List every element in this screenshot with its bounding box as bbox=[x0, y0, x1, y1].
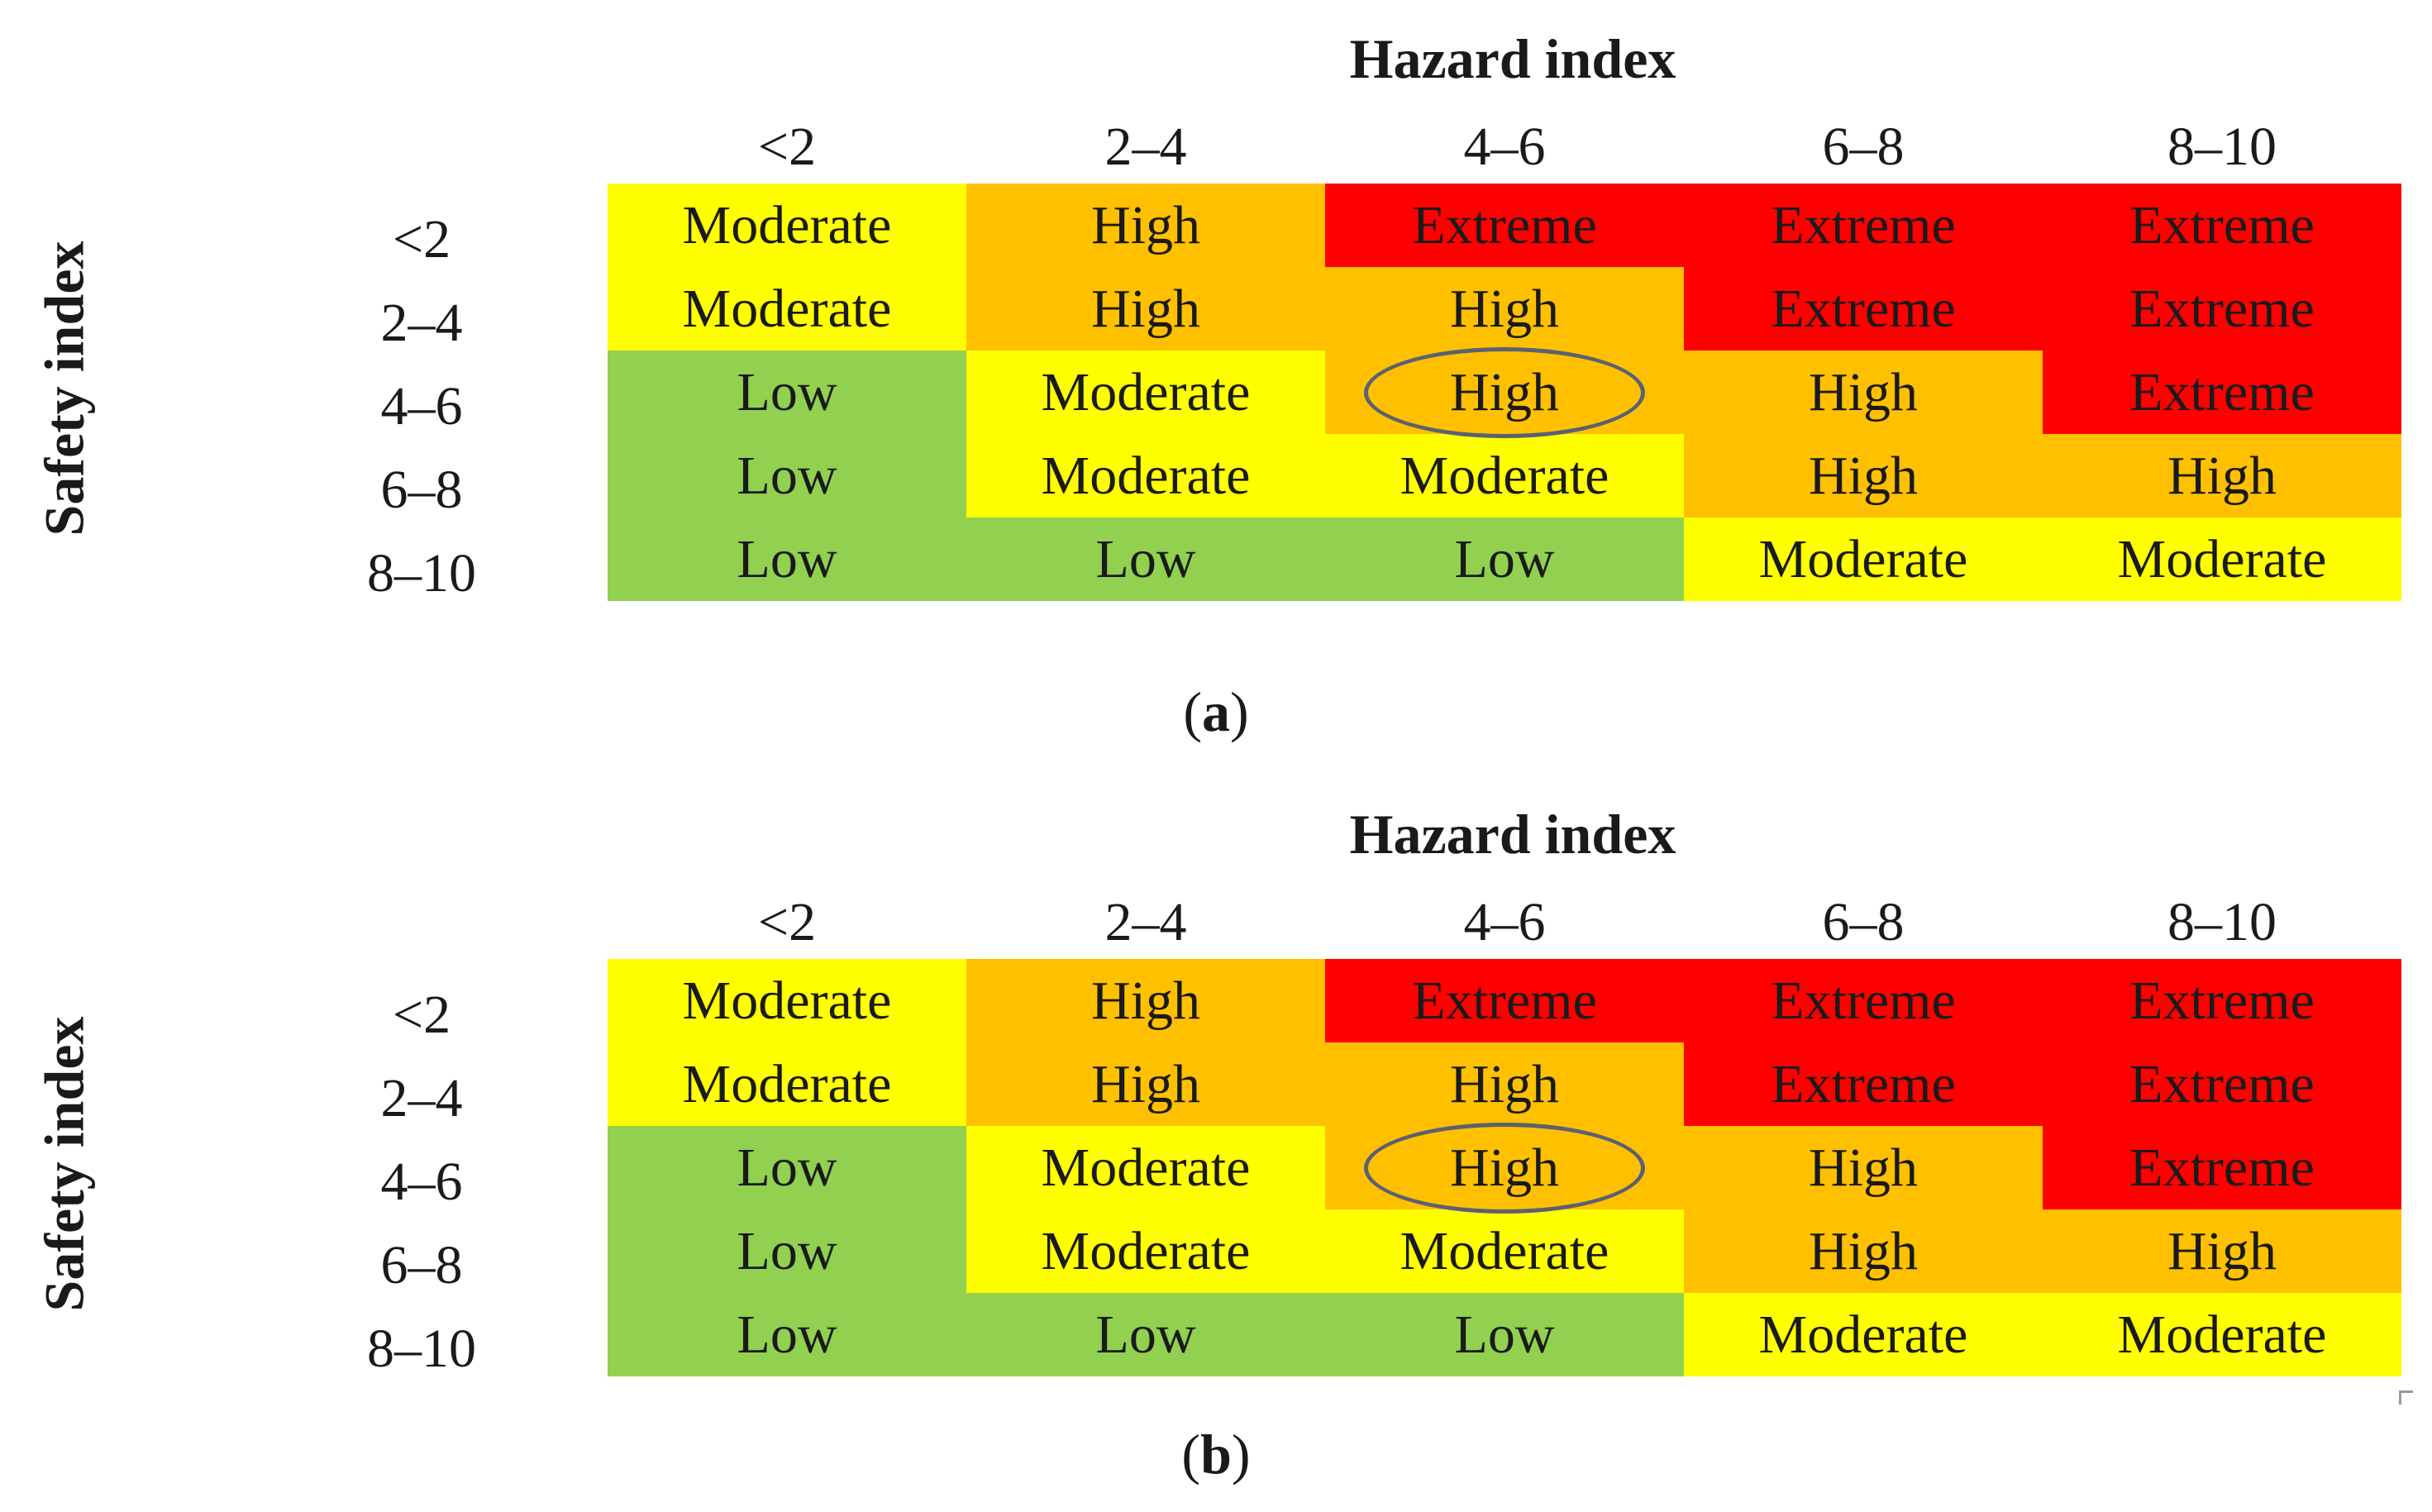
risk-cell: Moderate bbox=[966, 1209, 1325, 1293]
risk-cell: Extreme bbox=[2043, 184, 2401, 267]
risk-cell: Moderate bbox=[966, 434, 1325, 518]
risk-cell: High bbox=[966, 959, 1325, 1042]
risk-cell: Low bbox=[966, 1293, 1325, 1376]
risk-cell: Extreme bbox=[2043, 1042, 2401, 1126]
row-label: 4–6 bbox=[380, 376, 463, 436]
y-axis-title: Safety index bbox=[32, 1016, 96, 1312]
risk-cell: Low bbox=[608, 518, 966, 601]
column-label: 8–10 bbox=[2167, 892, 2277, 952]
risk-cell: Extreme bbox=[2043, 1126, 2401, 1209]
risk-cell: High bbox=[2043, 1209, 2401, 1293]
column-label: <2 bbox=[757, 117, 817, 177]
risk-cell: Moderate bbox=[608, 959, 966, 1042]
caption-letter: a bbox=[1202, 680, 1230, 743]
risk-cell: Low bbox=[608, 1293, 966, 1376]
risk-cell: Moderate bbox=[2043, 518, 2401, 601]
risk-cell: Low bbox=[1325, 1293, 1684, 1376]
risk-cell: Moderate bbox=[608, 1042, 966, 1126]
risk-cell: Moderate bbox=[966, 351, 1325, 434]
risk-cell: High bbox=[1684, 351, 2043, 434]
risk-cell: Moderate bbox=[608, 184, 966, 267]
risk-cell: Low bbox=[1325, 518, 1684, 601]
risk-cell: Extreme bbox=[2043, 959, 2401, 1042]
risk-cell: Moderate bbox=[608, 267, 966, 351]
risk-cell: Moderate bbox=[1684, 1293, 2043, 1376]
row-label: 8–10 bbox=[367, 1319, 476, 1379]
risk-cell: Moderate bbox=[1325, 434, 1684, 518]
column-label: 6–8 bbox=[1822, 892, 1905, 952]
column-label: 4–6 bbox=[1463, 892, 1546, 952]
x-axis-title: Hazard index bbox=[1349, 27, 1676, 90]
column-label: 2–4 bbox=[1104, 117, 1187, 177]
risk-cell: High bbox=[966, 267, 1325, 351]
risk-cell: High bbox=[1325, 1042, 1684, 1126]
x-axis-title: Hazard index bbox=[1349, 803, 1676, 866]
risk-cell: Moderate bbox=[1684, 518, 2043, 601]
risk-cell: High bbox=[2043, 434, 2401, 518]
row-label: <2 bbox=[392, 985, 451, 1045]
risk-cell: Low bbox=[608, 1209, 966, 1293]
risk-cell: Extreme bbox=[2043, 267, 2401, 351]
risk-cell: High bbox=[1325, 351, 1684, 434]
row-label: 2–4 bbox=[380, 293, 463, 353]
column-label: 8–10 bbox=[2167, 117, 2277, 177]
y-axis-title: Safety index bbox=[32, 241, 96, 537]
risk-cell: High bbox=[1325, 267, 1684, 351]
caption: (b) bbox=[1181, 1423, 1251, 1486]
risk-cell: Extreme bbox=[2043, 351, 2401, 434]
caption: (a) bbox=[1183, 680, 1249, 743]
risk-cell: Low bbox=[966, 518, 1325, 601]
row-label: <2 bbox=[392, 209, 451, 269]
risk-matrix: Moderate High Extreme Extreme Extreme Moderat… bbox=[608, 959, 2401, 1376]
risk-cell: High bbox=[1684, 434, 2043, 518]
row-label: 6–8 bbox=[380, 1235, 463, 1295]
risk-cell: Low bbox=[608, 351, 966, 434]
risk-cell: Low bbox=[608, 434, 966, 518]
risk-cell: Moderate bbox=[2043, 1293, 2401, 1376]
column-label: 4–6 bbox=[1463, 117, 1546, 177]
risk-cell: Extreme bbox=[1325, 959, 1684, 1042]
risk-cell: Extreme bbox=[1684, 267, 2043, 351]
risk-matrix: Moderate High Extreme Extreme Extreme Moderat… bbox=[608, 184, 2401, 601]
column-label: 2–4 bbox=[1104, 892, 1187, 952]
risk-cell: High bbox=[1684, 1209, 2043, 1293]
risk-cell: Extreme bbox=[1684, 959, 2043, 1042]
risk-cell: High bbox=[966, 184, 1325, 267]
risk-cell: High bbox=[966, 1042, 1325, 1126]
row-label: 4–6 bbox=[380, 1152, 463, 1212]
risk-cell: Moderate bbox=[1325, 1209, 1684, 1293]
row-label: 8–10 bbox=[367, 543, 476, 603]
column-label: 6–8 bbox=[1822, 117, 1905, 177]
row-label: 2–4 bbox=[380, 1068, 463, 1128]
row-label: 6–8 bbox=[380, 460, 463, 520]
risk-cell: Moderate bbox=[966, 1126, 1325, 1209]
column-label: <2 bbox=[757, 892, 817, 952]
risk-cell: High bbox=[1684, 1126, 2043, 1209]
corner-mark bbox=[2399, 1390, 2413, 1405]
risk-cell: Low bbox=[608, 1126, 966, 1209]
risk-cell: Extreme bbox=[1684, 1042, 2043, 1126]
risk-cell: Extreme bbox=[1684, 184, 2043, 267]
caption-letter: b bbox=[1200, 1423, 1232, 1486]
risk-cell: Extreme bbox=[1325, 184, 1684, 267]
risk-cell: High bbox=[1325, 1126, 1684, 1209]
